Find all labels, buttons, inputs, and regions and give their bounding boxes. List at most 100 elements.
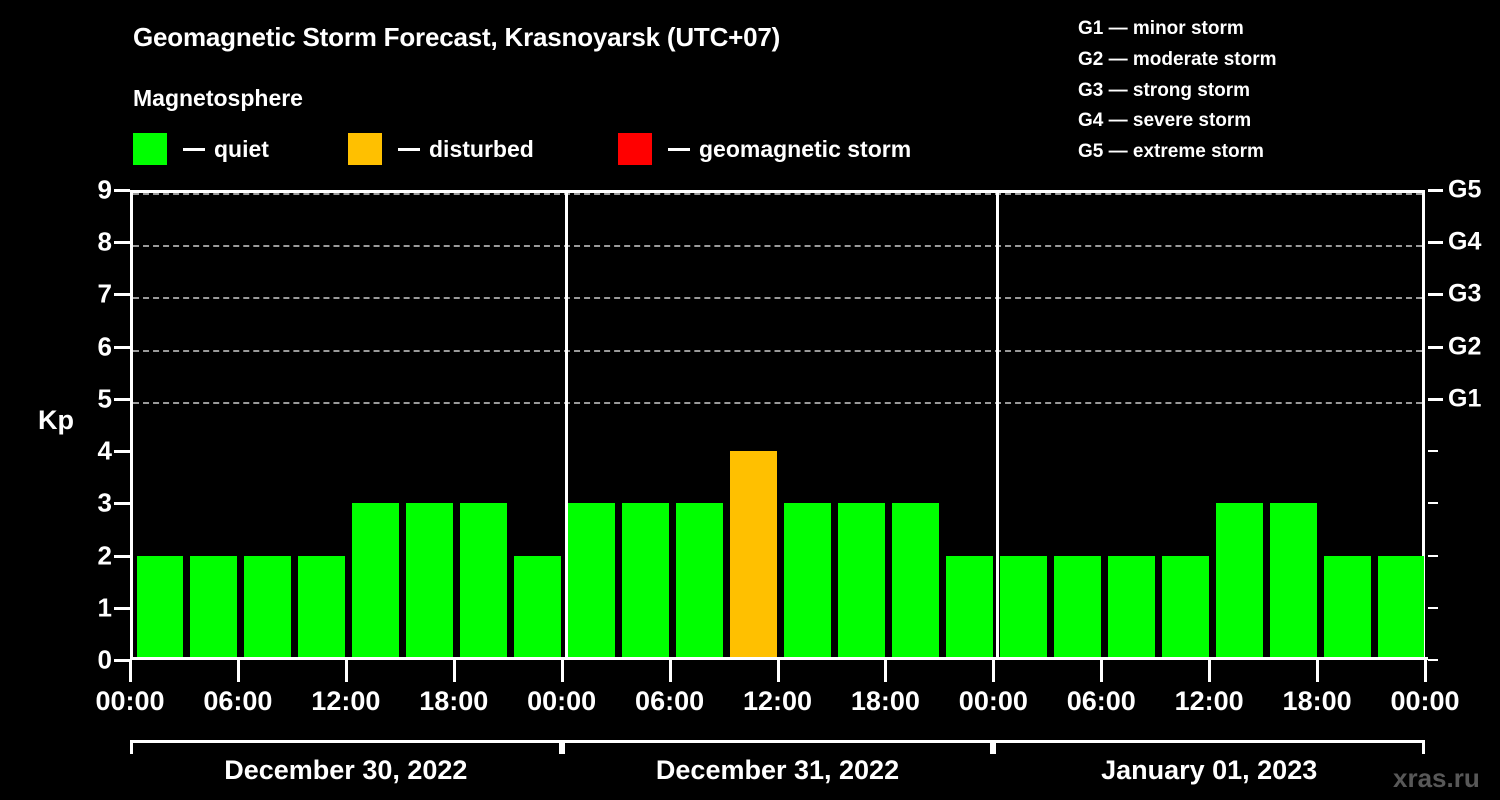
day-label: January 01, 2023 bbox=[1101, 755, 1318, 785]
g-scale-row-1: G1 — minor storm bbox=[1078, 18, 1244, 39]
x-tick-mark-4 bbox=[560, 660, 564, 682]
kp-bar bbox=[891, 503, 939, 660]
day-label: December 31, 2022 bbox=[655, 755, 900, 785]
kp-bar bbox=[568, 503, 616, 660]
x-tick-label-2: 12:00 bbox=[311, 686, 381, 716]
y-tick-mark-4 bbox=[114, 450, 130, 454]
kp-bar bbox=[190, 555, 238, 660]
y-tick-mark-8 bbox=[114, 241, 130, 245]
y-tick-label-0: 0 bbox=[97, 644, 112, 675]
legend-swatch-icon bbox=[618, 133, 652, 165]
kp-bar bbox=[1323, 555, 1371, 660]
x-tick-mark-12 bbox=[1424, 660, 1427, 682]
legend-dash-icon bbox=[183, 147, 205, 151]
x-tick-mark-11 bbox=[1316, 660, 1320, 682]
gridline-kp-8 bbox=[133, 245, 1422, 248]
legend-dash-icon bbox=[668, 147, 690, 151]
x-tick-mark-7 bbox=[884, 660, 888, 682]
kp-bar bbox=[1215, 503, 1263, 660]
g-tick-label-G5: G5 bbox=[1448, 175, 1482, 204]
g-tick-mark-G2 bbox=[1428, 345, 1443, 349]
y-tick-label-7: 7 bbox=[97, 278, 112, 309]
kp-bar bbox=[1107, 555, 1155, 660]
legend-entry-disturbed: disturbed bbox=[348, 133, 534, 165]
g-axis-minor-tick-4 bbox=[1428, 450, 1438, 453]
y-tick-label-2: 2 bbox=[97, 540, 112, 571]
g-tick-mark-G4 bbox=[1428, 241, 1443, 245]
plot-inner bbox=[133, 193, 1425, 660]
day-names: December 30, 2022 December 31, 2022 Januar… bbox=[0, 755, 1500, 795]
g-tick-label-G1: G1 bbox=[1448, 384, 1482, 413]
g-scale-row-3: G3 — strong storm bbox=[1078, 79, 1251, 101]
gridline-kp-7 bbox=[133, 297, 1422, 300]
x-tick-label-0: 00:00 bbox=[95, 686, 165, 716]
gridline-kp-6 bbox=[133, 349, 1422, 352]
g-tick-mark-G3 bbox=[1428, 293, 1443, 297]
x-axis-ticks bbox=[0, 660, 1500, 682]
x-tick-mark-6 bbox=[776, 660, 780, 682]
x-axis-baseline bbox=[130, 657, 1428, 660]
y-tick-mark-2 bbox=[114, 554, 130, 558]
x-tick-mark-10 bbox=[1208, 660, 1212, 682]
x-tick-label-9: 06:00 bbox=[1066, 686, 1136, 716]
g-tick-label-G4: G4 bbox=[1448, 227, 1482, 256]
y-tick-label-8: 8 bbox=[97, 226, 112, 257]
x-tick-label-12: 00:00 bbox=[1390, 686, 1460, 716]
kp-bars-layer bbox=[133, 193, 1425, 660]
day-brackets bbox=[0, 740, 1500, 756]
y-axis-labels: 0 1 2 3 4 5 6 7 8 9 bbox=[60, 175, 112, 675]
x-tick-mark-1 bbox=[236, 660, 240, 682]
y-tick-mark-3 bbox=[114, 502, 130, 506]
x-tick-mark-5 bbox=[668, 660, 672, 682]
g-scale-row-2: G2 — moderate storm bbox=[1078, 48, 1277, 70]
y-tick-label-9: 9 bbox=[97, 174, 112, 205]
day-separator-1 bbox=[564, 193, 568, 660]
g-scale-row-4: G4 — severe storm bbox=[1078, 110, 1252, 132]
day-bracket-1 bbox=[130, 740, 562, 754]
kp-bar bbox=[837, 503, 885, 660]
chart-plot-area bbox=[130, 190, 1425, 660]
g-axis-minor-tick-1 bbox=[1428, 606, 1438, 609]
g-axis-minor-tick-2 bbox=[1428, 554, 1438, 557]
day-separator-2 bbox=[996, 193, 1000, 660]
x-tick-label-6: 12:00 bbox=[742, 686, 813, 716]
day-bracket-3 bbox=[993, 740, 1425, 754]
y-tick-mark-6 bbox=[114, 345, 130, 349]
y-tick-label-3: 3 bbox=[97, 487, 112, 518]
gridline-kp-9 bbox=[133, 193, 1422, 195]
g-scale-legend: G1 — minor storm G2 — moderate storm G3 — … bbox=[1078, 14, 1277, 168]
g-axis-minor-tick-0 bbox=[1428, 659, 1438, 661]
legend-entry-quiet: quiet bbox=[133, 133, 269, 165]
x-tick-label-10: 12:00 bbox=[1174, 686, 1244, 716]
kp-bar bbox=[1377, 555, 1425, 660]
kp-bar bbox=[244, 555, 292, 660]
x-axis-labels: 00:00 06:00 12:00 18:00 00:00 06:00 12:00 18:00… bbox=[0, 686, 1500, 720]
y-tick-mark-7 bbox=[114, 293, 130, 297]
legend-label: quiet bbox=[214, 135, 269, 162]
kp-bar bbox=[622, 503, 670, 660]
g-scale-row-5: G5 — extreme storm bbox=[1078, 141, 1264, 163]
y-axis-title: Kp bbox=[38, 405, 74, 435]
page-title: Geomagnetic Storm Forecast, Krasnoyarsk … bbox=[133, 22, 781, 52]
x-tick-mark-9 bbox=[1100, 660, 1104, 682]
kp-bar bbox=[352, 503, 400, 660]
legend-entry-geomagnetic: geomagnetic storm bbox=[618, 133, 911, 165]
y-tick-label-1: 1 bbox=[97, 592, 112, 623]
kp-bar bbox=[999, 555, 1047, 660]
g-tick-label-G3: G3 bbox=[1448, 279, 1482, 308]
x-tick-label-4: 00:00 bbox=[527, 686, 597, 716]
kp-bar bbox=[730, 451, 777, 660]
day-label: December 30, 2022 bbox=[224, 755, 468, 785]
kp-bar bbox=[1161, 555, 1209, 660]
g-axis-labels: G1 G2 G3 G4 G5 bbox=[1448, 176, 1500, 660]
x-tick-mark-2 bbox=[344, 660, 348, 682]
kp-bar bbox=[298, 555, 346, 660]
magnetosphere-label: Magnetosphere bbox=[133, 85, 303, 111]
y-tick-label-4: 4 bbox=[97, 435, 112, 466]
g-tick-mark-G5 bbox=[1428, 189, 1443, 192]
watermark: xras.ru bbox=[1393, 763, 1480, 793]
x-tick-label-11: 18:00 bbox=[1282, 686, 1352, 716]
kp-bar bbox=[136, 555, 184, 660]
y-tick-mark-5 bbox=[114, 397, 130, 401]
y-tick-label-5: 5 bbox=[97, 383, 112, 414]
